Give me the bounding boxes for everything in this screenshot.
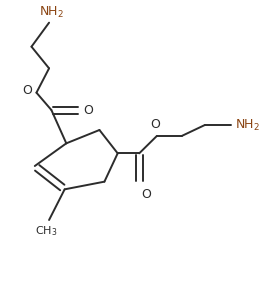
Text: NH$_2$: NH$_2$ (38, 5, 64, 20)
Text: CH$_3$: CH$_3$ (35, 224, 57, 238)
Text: O: O (23, 84, 33, 97)
Text: O: O (150, 118, 160, 131)
Text: O: O (84, 103, 93, 116)
Text: O: O (141, 188, 151, 201)
Text: NH$_2$: NH$_2$ (235, 117, 260, 133)
